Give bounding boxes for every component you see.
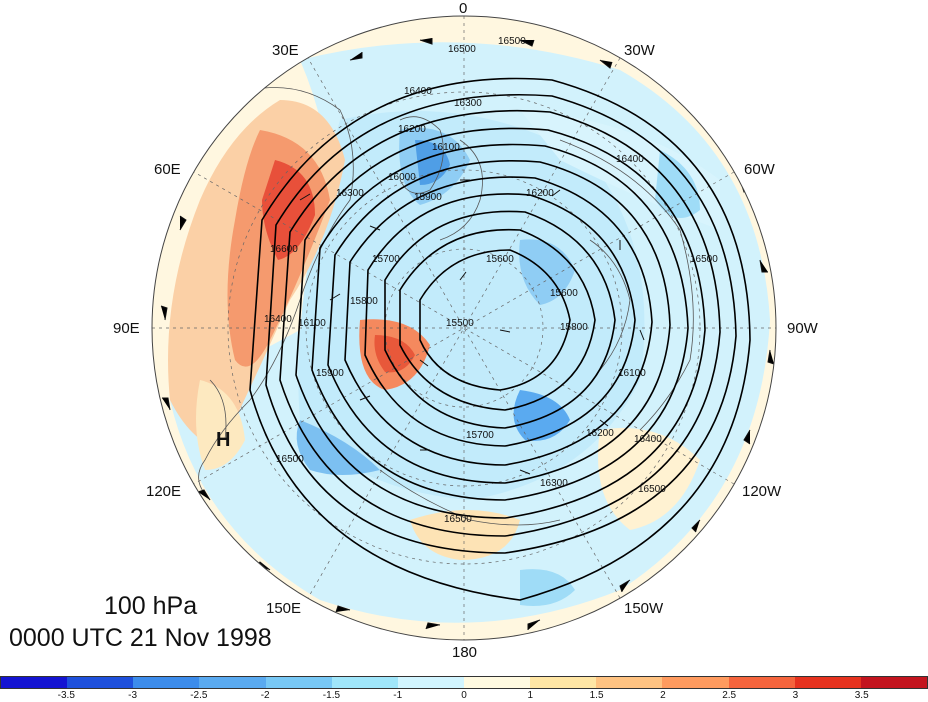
colorbar-tick-label: 1.5: [589, 690, 604, 701]
contour-label: 16200: [526, 188, 554, 199]
contour-label: 16500: [638, 484, 666, 495]
lon-label-90w: 90W: [787, 320, 819, 337]
colorbar-tick-label: 3: [792, 690, 799, 701]
contour-label: 16100: [432, 142, 460, 153]
lon-label-180: 180: [452, 644, 477, 661]
lon-label-120e: 120E: [146, 483, 181, 500]
longitude-labels: 0 30W 60W 90W 120W 150W 180 150E 120E 90…: [113, 0, 819, 661]
contour-label-group: 16500 16500 16400 16300 16200 16100 1600…: [264, 36, 718, 525]
contour-label: 15600: [550, 288, 578, 299]
contour-label: 16500: [498, 36, 526, 47]
lon-label-30w: 30W: [624, 42, 656, 59]
contour-label: 16500: [444, 514, 472, 525]
colorbar-tick-label: 0: [461, 690, 467, 701]
lon-label-30e: 30E: [272, 42, 299, 59]
colorbar-tick-label: 2: [660, 690, 666, 701]
height-contours: [249, 77, 751, 601]
contour-label: 16600: [270, 244, 298, 255]
contour-label: 16100: [618, 368, 646, 379]
colorbar-tick-label: 1: [527, 690, 534, 701]
contour-label: 16500: [690, 254, 718, 265]
contour-label: 15800: [350, 296, 378, 307]
colorbar-cell: [67, 677, 134, 688]
colorbar-cell: [199, 677, 266, 688]
colorbar-tick-label: -2: [260, 690, 270, 701]
contour-label: 15800: [560, 322, 588, 333]
contour-label: 15900: [414, 192, 442, 203]
contour-label: 16300: [336, 188, 364, 199]
colorbar-tick-label: -2.5: [190, 690, 208, 701]
colorbar-cell: [463, 677, 531, 688]
lon-label-150w: 150W: [624, 600, 664, 617]
colorbar: [0, 676, 928, 689]
colorbar-cell: [1, 677, 68, 688]
lon-label-120w: 120W: [742, 483, 782, 500]
contour-label: 16300: [540, 478, 568, 489]
colorbar-cell: [728, 677, 795, 688]
contour-label: 16400: [616, 154, 644, 165]
contour-label: 16500: [448, 44, 476, 55]
colorbar-tick-label: -1: [393, 690, 403, 701]
colorbar-cell: [133, 677, 200, 688]
colorbar-cell: [265, 677, 332, 688]
contour-label: 15600: [486, 254, 514, 265]
colorbar-cell: [860, 677, 927, 688]
lon-label-60e: 60E: [154, 161, 181, 178]
colorbar-cell: [331, 677, 398, 688]
polar-map: 16500 16500 16400 16300 16200 16100 1600…: [113, 0, 819, 661]
valid-time-label: 0000 UTC 21 Nov 1998: [9, 624, 272, 652]
contour-label: 16400: [264, 314, 292, 325]
contour-label: 16500: [276, 454, 304, 465]
contour-label: 15700: [466, 430, 494, 441]
contour-label: 16400: [404, 86, 432, 97]
lon-label-150e: 150E: [266, 600, 301, 617]
colorbar-tick-label: -1.5: [322, 690, 341, 701]
contour-label: 16400: [634, 434, 662, 445]
contour-label: 16000: [388, 172, 416, 183]
contour-label: 16100: [298, 318, 326, 329]
colorbar-cell: [530, 677, 597, 688]
contour-label: 16200: [586, 428, 614, 439]
colorbar-tick-label: -3: [128, 690, 138, 701]
lon-label-90e: 90E: [113, 320, 140, 337]
contour-label: 15900: [316, 368, 344, 379]
pressure-level-label: 100 hPa: [104, 592, 198, 620]
contour-label: 15700: [372, 254, 400, 265]
anomaly-shading: [152, 16, 776, 640]
colorbar-cell: [794, 677, 861, 688]
colorbar-cell: [596, 677, 663, 688]
contour-label: 16200: [398, 124, 426, 135]
contour-label: 15500: [446, 318, 474, 329]
colorbar-tick-label: 3.5: [854, 690, 869, 701]
high-pressure-marker: H: [216, 429, 230, 451]
contour-label: 16300: [454, 98, 482, 109]
colorbar-tick-label: 2.5: [722, 690, 737, 701]
lon-label-60w: 60W: [744, 161, 776, 178]
colorbar-tick-label: -3.5: [57, 690, 75, 701]
lon-label-0: 0: [459, 0, 467, 17]
colorbar-ticks: -3.5 -3 -2.5 -2 -1.5 -1 0 1 1.5 2 2.5 3 3.5: [0, 690, 928, 702]
map-boundary: [151, 15, 777, 641]
colorbar-cell: [662, 677, 729, 688]
colorbar-cell: [397, 677, 464, 688]
